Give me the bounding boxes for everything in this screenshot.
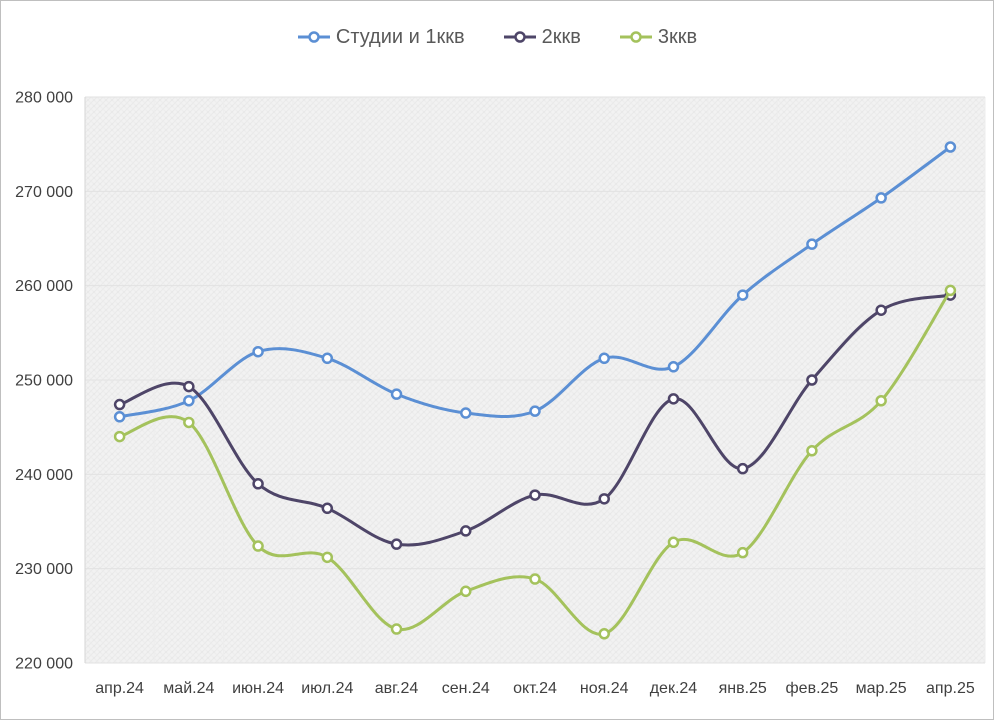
data-point-marker (321, 352, 334, 365)
x-axis-tick-label: янв.25 (719, 680, 767, 697)
data-point-marker (944, 141, 957, 153)
data-point-marker (736, 462, 749, 475)
y-axis-tick-label: 270 000 (15, 184, 73, 201)
data-point-marker (875, 395, 887, 407)
data-point-marker (529, 489, 541, 501)
data-point-marker (736, 546, 749, 559)
plot-area: 220 000 230 000 240 000 250 000 260 000 270 0… (15, 90, 986, 697)
data-point-marker (667, 393, 680, 405)
y-axis-tick-label: 280 000 (15, 90, 73, 107)
data-point-marker (113, 430, 126, 443)
data-point-marker (183, 395, 195, 407)
data-point-marker (390, 538, 403, 550)
data-point-marker (113, 411, 126, 423)
data-point-marker (736, 289, 749, 301)
data-point-marker (460, 585, 472, 598)
data-point-marker (598, 628, 610, 640)
x-axis-tick-label: ноя.24 (580, 680, 629, 697)
legend-label: 2ккв (541, 25, 581, 48)
data-point-marker (598, 493, 610, 505)
data-point-marker (183, 380, 195, 393)
data-point-marker (252, 478, 264, 490)
legend-marker-icon (503, 31, 536, 43)
x-axis-tick-label: дек.24 (650, 680, 698, 697)
data-point-marker (460, 407, 472, 419)
legend-marker-icon (619, 31, 652, 43)
x-axis-tick-label: авг.24 (375, 680, 419, 697)
legend-item: Студии и 1ккв (297, 26, 465, 49)
y-axis-tick-label: 230 000 (15, 561, 73, 578)
y-axis-tick-label: 240 000 (15, 467, 73, 484)
data-point-marker (321, 551, 334, 564)
data-point-marker (529, 405, 541, 417)
data-point-marker (875, 192, 887, 204)
data-point-marker (460, 525, 472, 537)
x-axis-tick-label: июл.24 (301, 680, 353, 697)
data-point-marker (252, 345, 264, 358)
data-point-marker (667, 536, 680, 549)
x-axis-tick-label: июн.24 (232, 680, 284, 697)
data-point-marker (529, 573, 541, 585)
x-axis-tick-label: май.24 (163, 680, 214, 697)
data-point-marker (390, 623, 403, 635)
data-point-marker (875, 304, 887, 316)
data-point-marker (944, 284, 957, 297)
chart-legend: Студии и 1ккв 2ккв 3ккв (1, 1, 993, 73)
legend-item: 2ккв (503, 26, 581, 49)
data-point-marker (113, 398, 126, 411)
data-point-marker (806, 374, 818, 386)
data-point-marker (806, 445, 818, 457)
y-axis-tick-label: 250 000 (15, 373, 73, 390)
data-point-marker (390, 388, 403, 400)
x-axis-tick-label: сен.24 (442, 680, 490, 697)
data-point-marker (598, 352, 610, 365)
x-axis-tick-label: апр.25 (926, 680, 975, 697)
data-point-marker (667, 361, 680, 373)
data-point-marker (321, 502, 334, 515)
y-axis-tick-label: 220 000 (15, 656, 73, 673)
data-point-marker (183, 416, 195, 429)
data-point-marker (252, 540, 264, 552)
y-axis-tick-label: 260 000 (15, 278, 73, 295)
x-axis-tick-label: мар.25 (856, 680, 907, 697)
x-axis-tick-label: окт.24 (513, 680, 557, 697)
legend-label: 3ккв (657, 25, 698, 48)
x-axis-tick-label: апр.24 (95, 680, 144, 697)
legend-marker-icon (297, 31, 330, 43)
data-point-marker (806, 238, 818, 250)
legend-item: 3ккв (619, 26, 697, 49)
x-axis-tick-label: фев.25 (786, 680, 839, 697)
legend-label: Студии и 1ккв (335, 25, 465, 48)
